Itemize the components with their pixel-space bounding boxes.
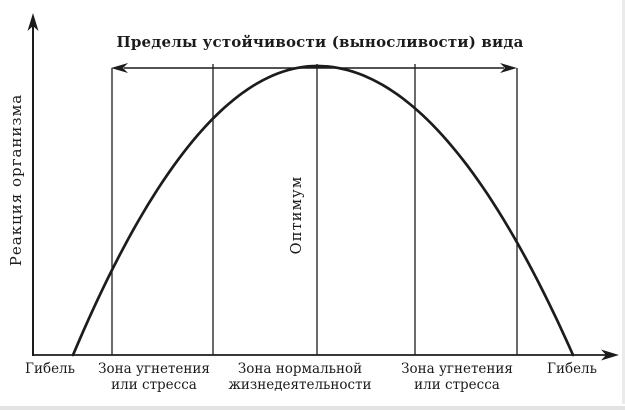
zone-label-line2: жизнедеятельности — [228, 377, 372, 393]
y-axis-label: Реакция организма — [7, 93, 25, 267]
zone-label: Зона угнетения или стресса — [98, 361, 210, 393]
tolerance-curve — [71, 64, 575, 357]
zone-label-line2: или стресса — [111, 377, 197, 393]
diagram-title: Пределы устойчивости (выносливости) вида — [116, 33, 524, 51]
zone-label: Зона угнетения или стресса — [401, 361, 513, 393]
zone-label: Гибель — [547, 361, 597, 377]
zone-label: Зона нормальной жизнедеятельности — [228, 361, 371, 393]
zone-label-line2: или стресса — [414, 377, 500, 393]
zone-label-line1: Гибель — [25, 361, 75, 377]
tolerance-range-right-arrowhead — [500, 63, 517, 73]
scan-edge-bottom — [0, 406, 625, 410]
zone-label: Гибель — [25, 361, 75, 377]
x-axis-arrowhead — [601, 349, 619, 361]
zone-label-line1: Зона нормальной — [237, 361, 363, 377]
scan-edge-right — [622, 0, 625, 404]
y-axis-arrowhead — [27, 13, 39, 31]
optimum-label: Оптимум — [289, 175, 305, 255]
zone-label-line1: Зона угнетения — [98, 361, 210, 377]
tolerance-range-left-arrowhead — [111, 63, 128, 73]
zone-label-line1: Зона угнетения — [401, 361, 513, 377]
zone-label-line1: Гибель — [547, 361, 597, 377]
